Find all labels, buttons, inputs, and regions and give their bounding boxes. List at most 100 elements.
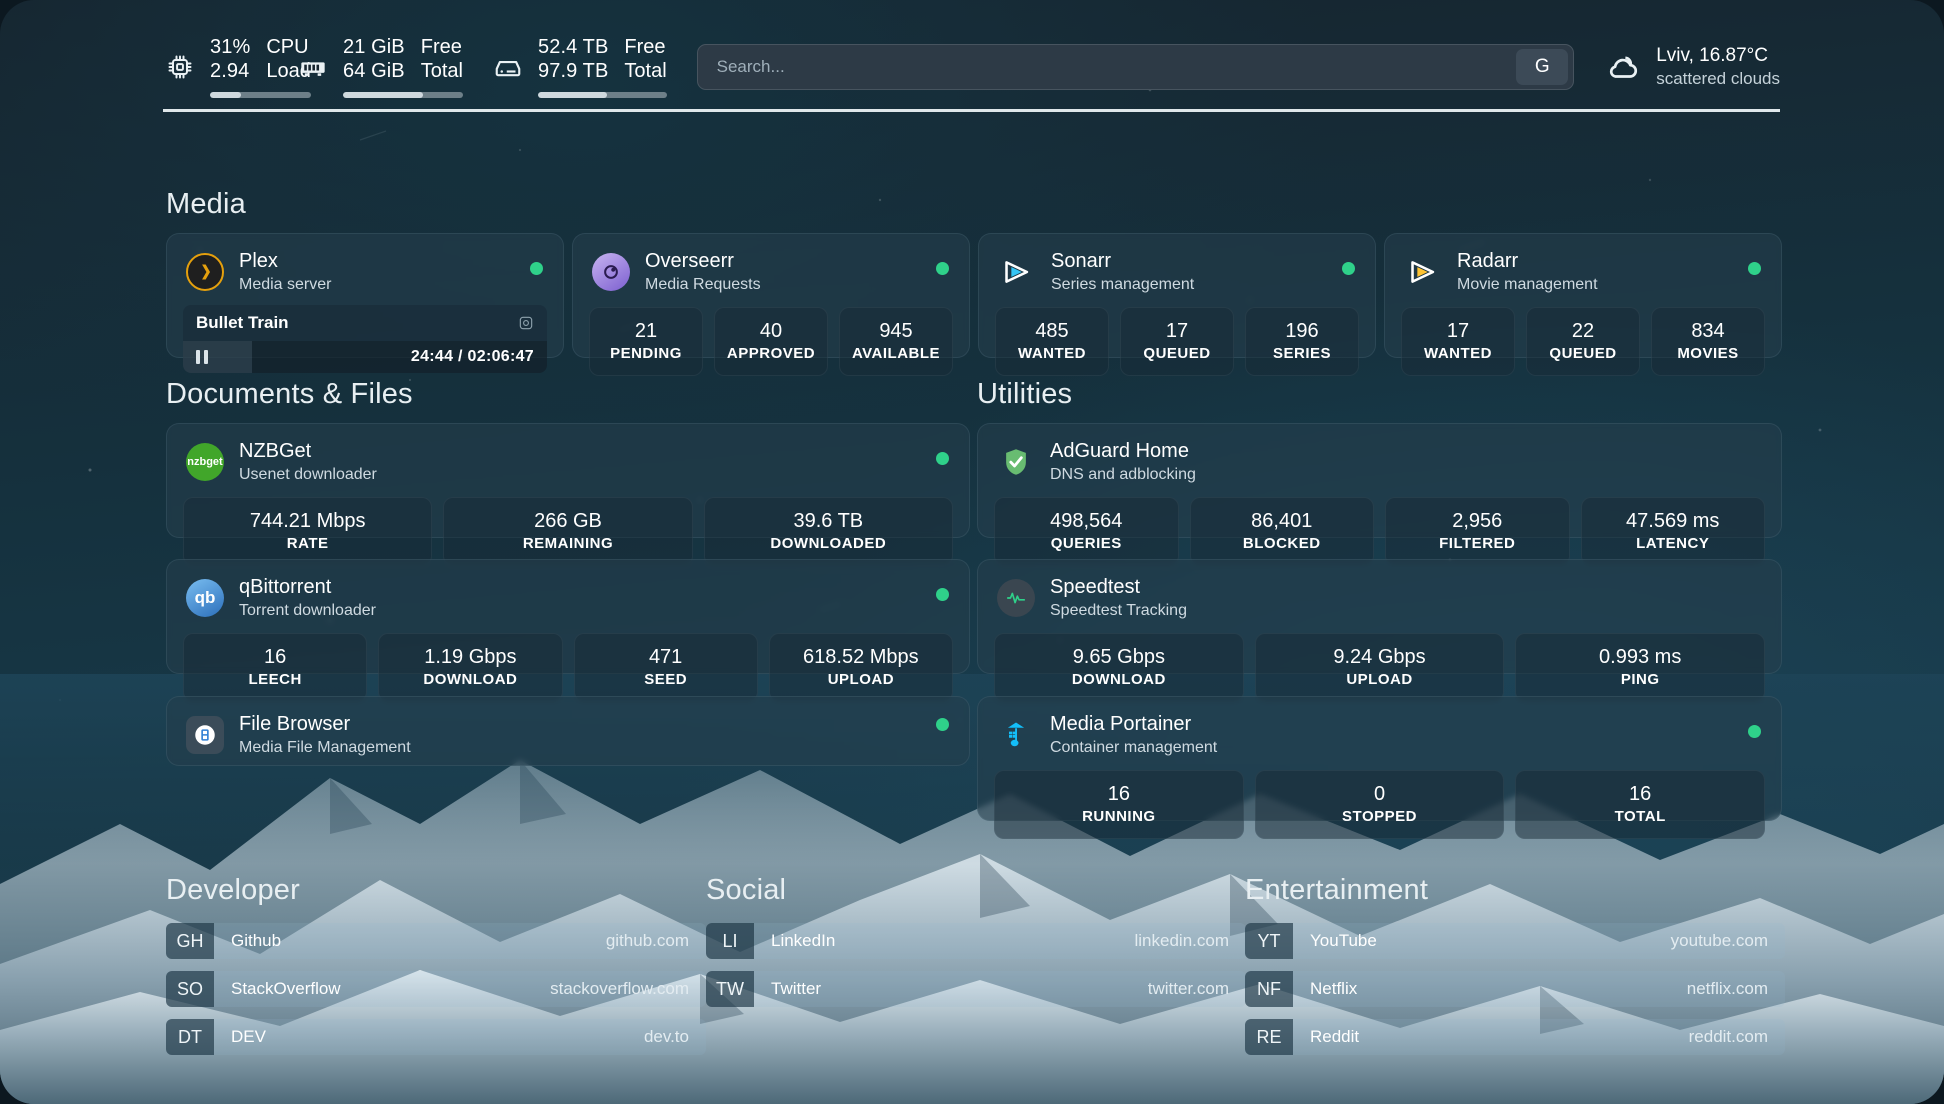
qbittorrent-card-header: qb qBittorrent Torrent downloader xyxy=(167,560,969,620)
ram-icon xyxy=(296,50,330,84)
qbittorrent-icon: qb xyxy=(186,578,224,617)
service-card-plex[interactable]: Plex Media server Bullet Train 24:44 / 0… xyxy=(166,233,564,374)
nzbget-stats: 744.21 Mbps RATE 266 GB REMAINING 39.6 T… xyxy=(167,484,969,582)
dashboard-header: 31% 2.94 CPU Load xyxy=(163,24,1780,112)
stat-label: QUEUED xyxy=(1143,345,1211,363)
pause-icon[interactable] xyxy=(183,350,208,365)
stat-label: PING xyxy=(1620,671,1660,689)
overseerr-stat-available: 945 AVAILABLE xyxy=(839,307,953,376)
service-card-nzbget[interactable]: nzbget NZBGet Usenet downloader 744.21 M… xyxy=(166,423,970,566)
portainer-icon xyxy=(997,716,1035,754)
overseerr-desc: Media Requests xyxy=(645,276,761,293)
stat-label: STOPPED xyxy=(1342,808,1417,826)
qbittorrent-stats: 16 LEECH 1.19 Gbps DOWNLOAD 471 SEED 618… xyxy=(167,620,969,718)
stat-value: 471 xyxy=(648,646,683,669)
bookmark-item-youtube[interactable]: YT YouTube youtube.com xyxy=(1245,923,1785,959)
overseerr-stat-approved: 40 APPROVED xyxy=(714,307,828,376)
service-card-radarr[interactable]: Radarr Movie management 17 WANTED 22 QUE… xyxy=(1384,233,1782,376)
speedtest-stat-ping: 0.993 ms PING xyxy=(1515,633,1766,702)
adguard-stats: 498,564 QUERIES 86,401 BLOCKED 2,956 FIL… xyxy=(978,484,1781,582)
stat-value: 22 xyxy=(1571,320,1595,343)
bookmark-name: Netflix xyxy=(1310,979,1358,998)
stat-label: APPROVED xyxy=(726,345,816,363)
qbittorrent-desc: Torrent downloader xyxy=(239,602,376,619)
qbittorrent-status-dot xyxy=(936,588,949,601)
qbittorrent-stat-upload: 618.52 Mbps UPLOAD xyxy=(768,633,953,702)
sonarr-card-header: Sonarr Series management xyxy=(979,234,1375,294)
search-engine-button[interactable]: G xyxy=(1516,48,1569,85)
speedtest-name: Speedtest xyxy=(1050,576,1141,598)
bookmark-url: dev.to xyxy=(643,1027,689,1046)
service-card-sonarr[interactable]: Sonarr Series management 485 WANTED 17 Q… xyxy=(978,233,1376,376)
radarr-stat-wanted: 17 WANTED xyxy=(1401,307,1515,376)
radarr-desc: Movie management xyxy=(1457,276,1598,293)
stat-label: RATE xyxy=(286,535,329,553)
adguard-desc: DNS and adblocking xyxy=(1050,466,1196,483)
plex-icon xyxy=(186,252,224,291)
adguard-shield-icon xyxy=(997,443,1035,481)
service-card-overseerr[interactable]: Overseerr Media Requests 21 PENDING 40 A… xyxy=(572,233,970,376)
bookmark-item-netflix[interactable]: NF Netflix netflix.com xyxy=(1245,971,1785,1007)
weather-widget[interactable]: Lviv, 16.87°C scattered clouds xyxy=(1604,45,1780,89)
portainer-stat-stopped: 0 STOPPED xyxy=(1254,770,1505,839)
stat-label: REMAINING xyxy=(522,535,614,553)
bookmark-item-dev[interactable]: DT DEV dev.to xyxy=(166,1019,706,1055)
bookmark-name: Twitter xyxy=(771,979,822,998)
sonarr-stat-queued: 17 QUEUED xyxy=(1120,307,1234,376)
stat-value: 744.21 Mbps xyxy=(249,510,366,533)
bookmark-item-github[interactable]: GH Github github.com xyxy=(166,923,706,959)
overseerr-card-header: Overseerr Media Requests xyxy=(573,234,969,294)
filebrowser-status-dot xyxy=(936,718,949,731)
adguard-card-header: AdGuard Home DNS and adblocking xyxy=(978,424,1781,484)
bookmark-item-twitter[interactable]: TW Twitter twitter.com xyxy=(706,971,1246,1007)
stat-label: UPLOAD xyxy=(1346,671,1413,689)
bookmark-name: LinkedIn xyxy=(771,931,836,950)
filebrowser-card-header: File Browser Media File Management xyxy=(167,697,969,757)
bookmark-name: StackOverflow xyxy=(231,979,341,998)
service-card-filebrowser[interactable]: File Browser Media File Management xyxy=(166,696,970,766)
bookmark-badge: LI xyxy=(706,923,754,959)
stat-label: WANTED xyxy=(1018,345,1086,363)
stat-label: SERIES xyxy=(1272,345,1332,363)
stat-label: QUEUED xyxy=(1549,345,1617,363)
bookmark-item-reddit[interactable]: RE Reddit reddit.com xyxy=(1245,1019,1785,1055)
plex-cast-icon[interactable] xyxy=(518,315,534,331)
adguard-name: AdGuard Home xyxy=(1050,440,1189,462)
search-input[interactable]: Search... G xyxy=(696,43,1575,90)
nzbget-name: NZBGet xyxy=(239,440,312,462)
stat-value: 47.569 ms xyxy=(1626,510,1720,533)
plex-now-playing-title: Bullet Train xyxy=(196,313,289,333)
overseerr-stats: 21 PENDING 40 APPROVED 945 AVAILABLE xyxy=(573,294,969,392)
plex-status-dot xyxy=(530,262,543,275)
plex-progress-bar[interactable]: 24:44 / 02:06:47 xyxy=(183,341,547,374)
filebrowser-desc: Media File Management xyxy=(239,739,411,756)
bookmark-item-linkedin[interactable]: LI LinkedIn linkedin.com xyxy=(706,923,1246,959)
stat-label: UPLOAD xyxy=(827,671,895,689)
stat-label: QUERIES xyxy=(1050,535,1122,553)
stat-value: 485 xyxy=(1035,320,1069,343)
stat-value: 39.6 TB xyxy=(793,510,864,533)
plex-now-playing: Bullet Train 24:44 / 02:06:47 xyxy=(183,305,547,374)
disk-total-value: 97.9 TB xyxy=(538,60,609,82)
service-card-qbittorrent[interactable]: qb qBittorrent Torrent downloader 16 LEE… xyxy=(166,559,970,702)
qbittorrent-stat-download: 1.19 Gbps DOWNLOAD xyxy=(378,633,563,702)
stat-label: RUNNING xyxy=(1082,808,1156,826)
stat-value: 834 xyxy=(1691,320,1725,343)
sonarr-status-dot xyxy=(1342,262,1355,275)
radarr-icon xyxy=(1404,253,1442,291)
stat-value: 17 xyxy=(1165,320,1189,343)
speedtest-icon xyxy=(997,578,1035,617)
plex-name: Plex xyxy=(239,250,278,272)
bookmark-badge: NF xyxy=(1245,971,1293,1007)
service-card-portainer[interactable]: Media Portainer Container management 16 … xyxy=(977,696,1782,839)
cpu-label-bottom: Load xyxy=(266,60,311,82)
service-card-speedtest[interactable]: Speedtest Speedtest Tracking 9.65 Gbps D… xyxy=(977,559,1782,702)
stat-label: LATENCY xyxy=(1636,535,1710,553)
stat-value: 196 xyxy=(1285,320,1319,343)
bookmark-url: youtube.com xyxy=(1670,931,1768,950)
bookmark-item-stackoverflow[interactable]: SO StackOverflow stackoverflow.com xyxy=(166,971,706,1007)
ram-label-top: Free xyxy=(420,35,462,58)
sonarr-name: Sonarr xyxy=(1051,250,1112,272)
service-card-adguard[interactable]: AdGuard Home DNS and adblocking 498,564 … xyxy=(977,423,1782,566)
